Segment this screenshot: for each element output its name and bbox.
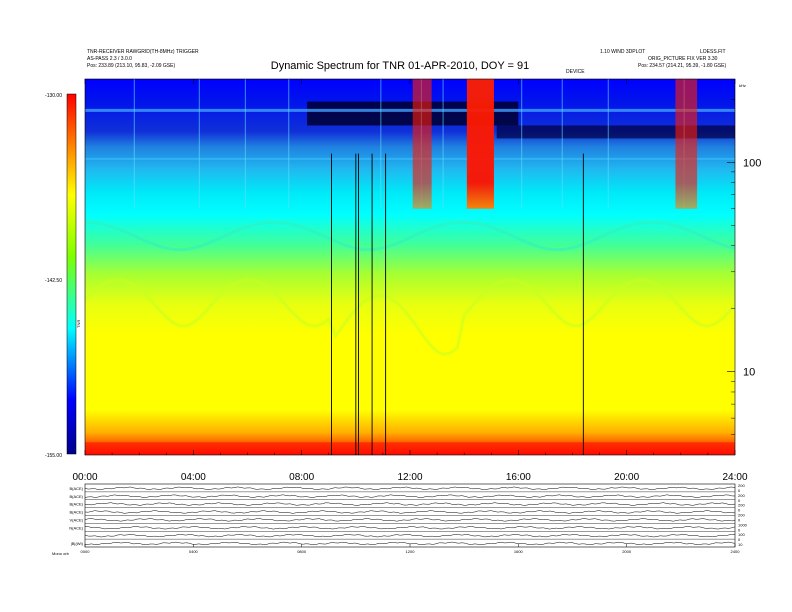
vertical-streak: [442, 79, 444, 209]
panel-label: B(ACE): [69, 502, 83, 507]
x-tick-label: 20:00: [614, 472, 639, 483]
header-left-line3: Pos: 233.89 (213.10, 95.83, -2.09 GSE): [87, 63, 176, 69]
vertical-streak: [244, 79, 246, 209]
header-right-line2: ORIG_PICTURE FIX VER 3.30: [648, 56, 718, 62]
panel-label: V(ACE): [69, 517, 83, 522]
panel-trace: [84, 533, 736, 538]
x-tick-label: 00:00: [72, 472, 97, 483]
panel-x-tick-label: 2400: [731, 549, 741, 554]
panel-right-label: 200: [738, 493, 745, 498]
chart-title: Dynamic Spectrum for TNR 01-APR-2010, DO…: [270, 60, 530, 72]
y-tick-label: 10: [743, 367, 755, 379]
colorbar-bottom-label: -155.00: [45, 453, 62, 459]
colorbar-mid-label: -142.50: [45, 278, 62, 284]
x-axis: 00:00 04:00 08:00 12:00 16:00 20:00 24:00: [72, 79, 748, 483]
panel-label: B(ACE): [69, 486, 83, 491]
marker-lines: [331, 153, 584, 455]
panel-right-label: 200: [738, 513, 745, 518]
vertical-streak: [288, 79, 290, 209]
x-tick-label: 16:00: [506, 472, 531, 483]
vertical-streak: [133, 79, 135, 209]
panel-trace: [84, 510, 736, 514]
panel-label: N(ACE): [69, 525, 83, 530]
low-frequency-band: [85, 442, 735, 455]
spectrogram: [85, 79, 735, 455]
colorbar-unit: TNR: [76, 320, 81, 328]
vertical-streak: [561, 79, 563, 209]
dark-band: [496, 125, 735, 139]
x-tick-label: 08:00: [289, 472, 314, 483]
vertical-streak: [380, 79, 382, 209]
panel-right-label: 0: [738, 527, 741, 532]
x-tick-label: 24:00: [722, 472, 747, 483]
panel-right-label: 10: [738, 542, 743, 547]
band-boundary: [85, 278, 735, 356]
panel-label: |B|(WI): [71, 541, 84, 546]
panel-x-tick-label: 0000: [81, 549, 91, 554]
panel-label: B(ACE): [69, 510, 83, 515]
radio-burst: [466, 79, 494, 209]
colorbar: -130.00 -142.50 -155.00 TNR: [45, 93, 81, 459]
panel-right-label: 0: [738, 517, 741, 522]
vertical-streak: [198, 79, 200, 209]
solar-wind-panels: B(ACE) B(ACE) B(ACE) B(ACE) V(ACE) N(ACE) |B|(…: [52, 483, 748, 556]
panel-trace: [84, 494, 736, 498]
header-right-line1: 1.10 WIND 3DPLOT: [600, 49, 646, 55]
radio-burst: [412, 79, 432, 209]
band-boundary: [85, 220, 735, 252]
panel-trace: [84, 518, 736, 522]
header-right-line3: Pos: 234.57 (214.21, 95.39, -1.80 GSE): [638, 63, 727, 69]
panel-trace: [84, 502, 736, 506]
x-tick-label: 12:00: [397, 472, 422, 483]
header-mid-note: DEVICE: [566, 69, 585, 75]
panel-trace: [84, 486, 736, 490]
panel-x-tick-label: 0800: [297, 549, 307, 554]
vertical-streak: [607, 79, 609, 209]
header-left-line1: TNR-RECEIVER RAWGRID(TH-8MHz) TRIGGER: [87, 49, 199, 55]
panel-x-tick-label: 1600: [514, 549, 524, 554]
panel-right-label: 0: [738, 537, 741, 542]
panel-right-label: 200: [738, 503, 745, 508]
horizontal-streak: [85, 157, 735, 160]
panel-right-label: 100: [738, 532, 745, 537]
panel-trace: [84, 526, 736, 530]
colorbar-top-label: -130.00: [45, 93, 62, 99]
panel-right-label: 200: [738, 483, 745, 488]
panel-right-label: 1000: [738, 522, 748, 527]
panel-label: B(ACE): [69, 494, 83, 499]
panel-right-label: 0: [738, 498, 741, 503]
y-axis: 10 100: [727, 99, 761, 435]
panel-bottom-left-label: Mono orb: [52, 551, 70, 556]
panel-x-tick-label: 1200: [406, 549, 416, 554]
header-right-corner: LOESS.FIT: [700, 49, 726, 55]
y-unit-label: kHz: [739, 83, 746, 88]
panel-right-label: 0: [738, 488, 741, 493]
panel-x-tick-label: 0400: [189, 549, 199, 554]
horizontal-streak: [85, 108, 735, 112]
header-left-line2: AS-PASS 2.3 / 3.0.0: [87, 56, 132, 62]
x-tick-label: 04:00: [181, 472, 206, 483]
y-tick-label: 100: [743, 157, 761, 169]
vertical-streak: [521, 79, 523, 209]
panel-right-label: 0: [738, 508, 741, 513]
radio-burst: [675, 79, 698, 209]
panel-x-tick-label: 2000: [622, 549, 632, 554]
